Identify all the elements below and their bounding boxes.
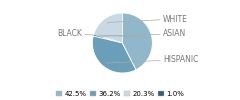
Wedge shape	[93, 34, 122, 43]
Legend: 42.5%, 36.2%, 20.3%, 1.0%: 42.5%, 36.2%, 20.3%, 1.0%	[56, 90, 184, 96]
Wedge shape	[92, 36, 136, 73]
Text: ASIAN: ASIAN	[98, 30, 186, 38]
Text: HISPANIC: HISPANIC	[107, 55, 198, 64]
Wedge shape	[122, 13, 152, 70]
Text: WHITE: WHITE	[107, 14, 188, 24]
Wedge shape	[94, 13, 122, 43]
Text: BLACK: BLACK	[57, 30, 147, 38]
